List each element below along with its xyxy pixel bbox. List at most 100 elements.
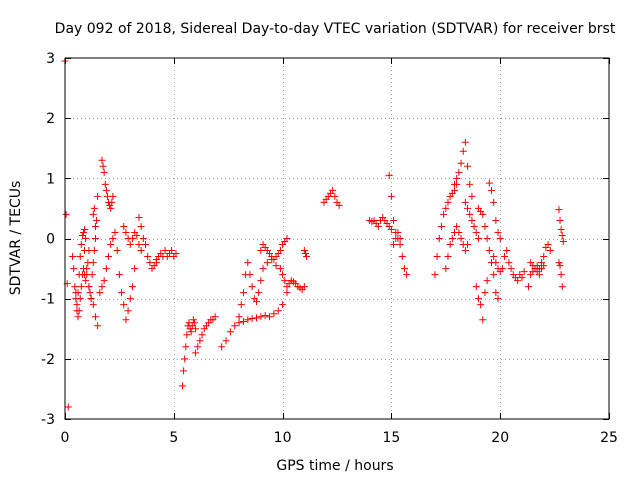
data-point (179, 382, 187, 390)
data-point (555, 206, 563, 214)
x-tick-label: 5 (169, 430, 178, 446)
data-point (72, 289, 80, 297)
data-point (144, 253, 152, 261)
data-point (483, 235, 491, 242)
data-point (274, 307, 282, 315)
data-point (108, 198, 116, 206)
y-tick-label: 3 (46, 51, 55, 67)
data-point (459, 147, 467, 155)
data-point (546, 247, 554, 255)
data-point (75, 307, 83, 315)
data-point (283, 235, 291, 242)
data-point (122, 228, 130, 236)
data-point (535, 271, 543, 279)
data-point (218, 343, 226, 351)
data-point (555, 259, 563, 267)
data-point (128, 235, 136, 242)
data-point (239, 318, 247, 326)
data-point (89, 210, 97, 218)
data-point (257, 313, 265, 321)
data-point (77, 241, 85, 249)
data-point (556, 216, 564, 224)
data-point (540, 262, 548, 270)
data-point (451, 186, 459, 194)
data-point (492, 259, 500, 267)
data-point (194, 343, 202, 351)
data-point (461, 138, 469, 146)
y-axis-label: SDTVAR / TECUs (8, 181, 24, 296)
data-point (211, 313, 219, 321)
data-point (252, 298, 260, 306)
data-point (540, 253, 548, 261)
data-point (270, 310, 278, 318)
data-point (303, 253, 311, 261)
data-point (77, 283, 85, 291)
data-point (279, 301, 287, 309)
y-tick-label: 2 (46, 111, 55, 127)
data-point (387, 225, 395, 233)
data-point (263, 259, 271, 267)
data-point (556, 262, 564, 270)
y-tick-label: -3 (41, 412, 55, 428)
data-point (261, 312, 269, 320)
data-point (100, 277, 108, 285)
data-point (126, 241, 134, 249)
data-point (498, 265, 506, 273)
data-point (81, 225, 89, 233)
data-point (481, 289, 489, 297)
data-point (235, 313, 243, 321)
data-point (442, 265, 450, 273)
data-point (276, 247, 284, 255)
data-point (301, 250, 309, 258)
data-point (466, 210, 474, 218)
data-point (83, 265, 91, 273)
data-point (82, 235, 90, 242)
data-point (385, 171, 393, 179)
data-point (62, 210, 70, 218)
data-point (451, 180, 459, 188)
data-point (187, 328, 195, 336)
data-point (124, 307, 132, 315)
data-point (461, 198, 469, 206)
data-point (192, 349, 200, 357)
data-point (492, 289, 500, 297)
data-point (90, 247, 98, 255)
data-point (557, 271, 565, 279)
data-point (76, 253, 84, 261)
data-points (61, 57, 567, 411)
data-point (490, 271, 498, 279)
data-point (98, 156, 106, 164)
data-point (461, 247, 469, 255)
data-point (161, 247, 169, 255)
y-tick-label: -1 (41, 292, 55, 308)
data-point (93, 216, 101, 224)
data-point (146, 259, 154, 267)
data-point (111, 228, 119, 236)
data-point (113, 247, 121, 255)
data-point (494, 295, 502, 303)
data-point (494, 228, 502, 236)
data-point (268, 256, 276, 264)
data-point (557, 225, 565, 233)
data-point (257, 277, 265, 285)
data-point (501, 253, 509, 261)
data-point (120, 222, 128, 230)
data-point (483, 277, 491, 285)
data-point (89, 301, 97, 309)
data-point (477, 301, 485, 309)
data-point (139, 235, 147, 242)
data-point (431, 271, 439, 279)
data-point (440, 210, 448, 218)
y-tick-label: -2 (41, 352, 55, 368)
data-point (398, 253, 406, 261)
x-tick-label: 20 (491, 430, 509, 446)
data-point (490, 253, 498, 261)
y-tick-label: 0 (46, 232, 55, 248)
data-point (255, 289, 263, 297)
data-point (396, 241, 404, 249)
data-point (135, 213, 143, 221)
data-point (479, 210, 487, 218)
data-point (505, 259, 513, 267)
data-point (239, 289, 247, 297)
data-point (91, 235, 99, 242)
